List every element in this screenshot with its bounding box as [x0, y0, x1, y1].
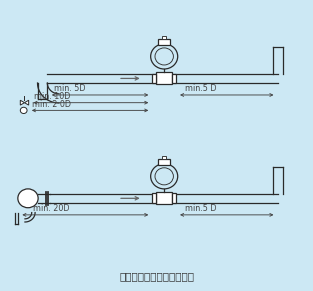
- Bar: [152, 74, 156, 83]
- Bar: [158, 159, 170, 165]
- Text: min. 10D: min. 10D: [33, 92, 70, 101]
- Circle shape: [18, 189, 38, 208]
- Bar: [162, 156, 167, 159]
- Bar: [172, 74, 176, 83]
- Text: min.5 D: min.5 D: [185, 204, 216, 213]
- Text: 弯管、阀门和泵之间的安装: 弯管、阀门和泵之间的安装: [119, 271, 194, 281]
- Text: min. 2 0D: min. 2 0D: [32, 100, 71, 109]
- Bar: [172, 194, 176, 203]
- Bar: [156, 72, 172, 84]
- Circle shape: [155, 48, 173, 65]
- Bar: [162, 36, 167, 39]
- Polygon shape: [24, 100, 29, 105]
- Circle shape: [20, 107, 27, 113]
- Text: min. 5D: min. 5D: [54, 84, 85, 93]
- Circle shape: [151, 44, 178, 69]
- Circle shape: [155, 168, 173, 185]
- Polygon shape: [20, 100, 24, 105]
- Bar: [156, 192, 172, 204]
- Bar: [152, 194, 156, 203]
- Bar: [158, 39, 170, 45]
- Text: min.5 D: min.5 D: [185, 84, 216, 93]
- Text: min. 20D: min. 20D: [33, 204, 69, 213]
- Circle shape: [151, 164, 178, 189]
